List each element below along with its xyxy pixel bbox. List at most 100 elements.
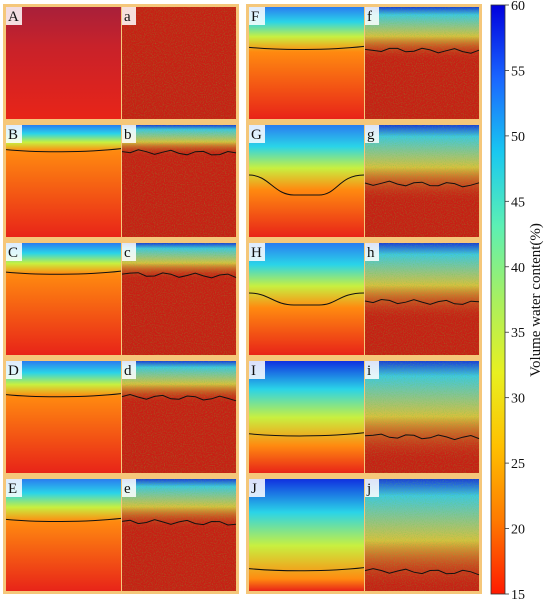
colorbar: 60 55 50 45 40 35 30 25 20 15 Volume water conten… — [490, 0, 544, 600]
colorbar-tick-label: 20 — [511, 523, 525, 538]
simulation-image — [6, 7, 121, 119]
label-box — [365, 361, 379, 379]
panel-label-sim: F — [251, 9, 259, 25]
observed-wetting-front — [121, 149, 237, 156]
colorbar-tick-label: 25 — [511, 457, 525, 472]
panel-label-sim: A — [8, 9, 19, 25]
simulated-wetting-front — [5, 270, 122, 275]
label-box — [122, 7, 136, 25]
label-box — [365, 7, 379, 25]
colorbar-tick-label: 40 — [511, 261, 525, 276]
panel-label-sim: C — [8, 245, 18, 261]
panel-label-obs: h — [367, 245, 375, 261]
observed-texture — [122, 479, 236, 591]
colorbar-ticks: 60 55 50 45 40 35 30 25 20 15 — [505, 0, 525, 600]
simulation-image — [6, 243, 121, 355]
panel-label-obs: f — [367, 9, 372, 25]
label-box — [122, 125, 136, 143]
colorbar-tick-label: 55 — [511, 64, 525, 79]
observed-wetting-front — [121, 393, 237, 402]
observed-wetting-front — [364, 433, 480, 441]
label-box — [365, 125, 379, 143]
simulation-image — [6, 479, 121, 591]
panel-label-sim: G — [251, 127, 262, 143]
colorbar-title: Volume water content(%) — [528, 223, 544, 377]
observed-texture — [122, 7, 236, 119]
colorbar-tick-label: 60 — [511, 0, 525, 14]
label-box — [122, 479, 136, 497]
observed-texture — [365, 479, 479, 591]
panel-label-sim: H — [251, 245, 262, 261]
observed-texture — [365, 361, 479, 473]
panel-label-obs: g — [367, 127, 375, 143]
simulation-image — [6, 361, 121, 473]
simulation-image — [249, 479, 364, 591]
simulated-wetting-front — [248, 292, 365, 306]
colorbar-tick-label: 45 — [511, 195, 525, 210]
colorbar-gradient — [490, 4, 506, 595]
label-box — [122, 361, 136, 379]
panel-label-sim: I — [251, 363, 256, 379]
simulated-wetting-front — [5, 393, 122, 398]
label-box — [249, 7, 265, 25]
simulated-wetting-front — [248, 174, 365, 196]
observed-texture — [122, 243, 236, 355]
panel-label-obs: c — [124, 245, 131, 261]
label-box — [365, 479, 379, 497]
colorbar-tick-label: 15 — [511, 588, 525, 600]
colorbar-tick-label: 30 — [511, 392, 525, 407]
panel-label-obs: i — [367, 363, 371, 379]
label-box — [6, 243, 22, 261]
simulation-image — [6, 125, 121, 237]
simulated-wetting-front — [5, 148, 122, 153]
observed-wetting-front — [121, 272, 237, 279]
label-box — [249, 243, 265, 261]
simulation-image — [249, 243, 364, 355]
colorbar-tick-label: 35 — [511, 326, 525, 341]
panel-label-obs: d — [124, 363, 132, 379]
observed-texture — [365, 7, 479, 119]
simulation-image — [249, 7, 364, 119]
observed-wetting-front — [364, 298, 480, 305]
panel-label-obs: j — [366, 481, 371, 497]
simulation-image — [249, 361, 364, 473]
panel-label-sim: B — [8, 127, 18, 143]
simulated-wetting-front — [248, 432, 365, 437]
panel-label-obs: a — [124, 9, 131, 25]
label-box — [6, 7, 22, 25]
label-box — [249, 479, 265, 497]
label-box — [6, 479, 22, 497]
observed-wetting-front — [364, 568, 480, 576]
simulated-wetting-front — [5, 517, 122, 522]
panel-label-sim: E — [8, 481, 17, 497]
label-box — [122, 243, 136, 261]
label-box — [249, 361, 265, 379]
label-box — [6, 361, 22, 379]
observed-texture — [365, 243, 479, 355]
label-box — [249, 125, 265, 143]
panel-label-obs: b — [124, 127, 132, 143]
panel-label-sim: J — [251, 481, 257, 497]
observed-wetting-front — [121, 519, 237, 526]
observed-wetting-front — [364, 180, 480, 188]
panel-label-obs: e — [124, 481, 131, 497]
observed-wetting-front — [364, 47, 480, 54]
colorbar-tick-label: 50 — [511, 130, 525, 145]
panel-label-sim: D — [8, 363, 19, 379]
observed-texture — [122, 361, 236, 473]
observed-texture — [122, 125, 236, 237]
simulated-wetting-front — [248, 45, 365, 50]
label-box — [6, 125, 22, 143]
